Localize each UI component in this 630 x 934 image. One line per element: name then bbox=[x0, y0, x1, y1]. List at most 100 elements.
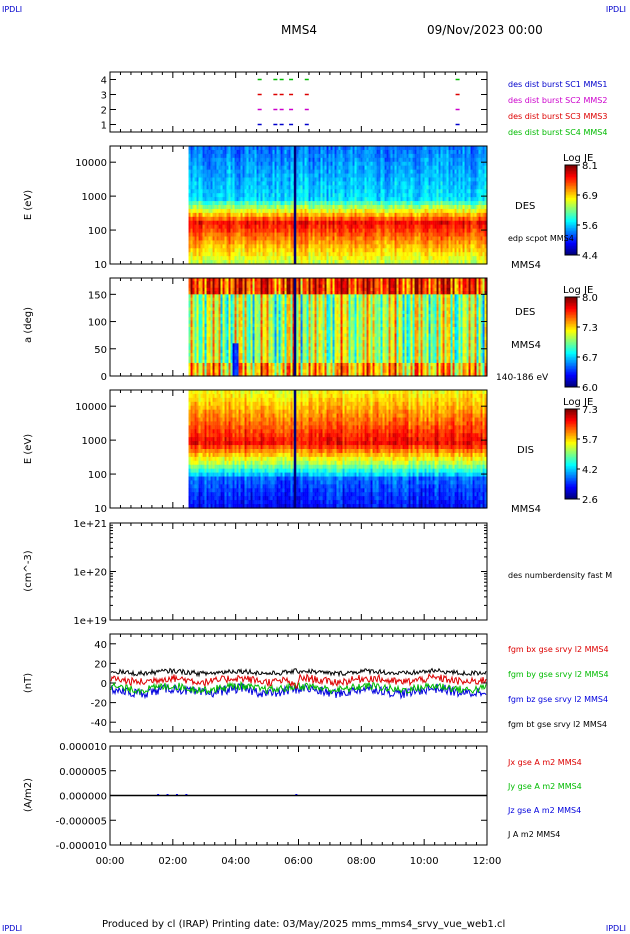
panel-label: MMS4 bbox=[511, 260, 541, 271]
heatmap-cell bbox=[372, 146, 375, 151]
heatmap-cell bbox=[416, 260, 419, 265]
heatmap-cell bbox=[242, 173, 245, 179]
heatmap-cell bbox=[452, 228, 455, 234]
heatmap-cell bbox=[372, 228, 375, 234]
heatmap-cell bbox=[268, 224, 271, 230]
heatmap-cell bbox=[470, 216, 473, 222]
heatmap-cell bbox=[322, 197, 325, 202]
heatmap-cell bbox=[434, 201, 437, 206]
heatmap-cell bbox=[202, 248, 205, 253]
heatmap-cell bbox=[218, 232, 221, 238]
heatmap-cell bbox=[342, 220, 345, 226]
heatmap-cell bbox=[296, 220, 299, 226]
heatmap-cell bbox=[334, 205, 337, 210]
heatmap-cell bbox=[410, 220, 413, 226]
heatmap-cell bbox=[376, 252, 379, 257]
heatmap-cell bbox=[188, 284, 191, 289]
heatmap-cell bbox=[292, 212, 295, 218]
heatmap-cell bbox=[254, 260, 257, 265]
heatmap-cell bbox=[424, 197, 427, 202]
heatmap-cell bbox=[298, 153, 301, 159]
heatmap-cell bbox=[420, 240, 423, 245]
heatmap-cell bbox=[288, 216, 291, 222]
heatmap-cell bbox=[292, 220, 295, 226]
heatmap-cell bbox=[386, 252, 389, 257]
heatmap-cell bbox=[396, 232, 399, 238]
heatmap-cell bbox=[398, 177, 401, 182]
heatmap-cell bbox=[260, 208, 263, 214]
heatmap-cell bbox=[242, 169, 245, 175]
heatmap-cell bbox=[424, 248, 427, 253]
heatmap-cell bbox=[406, 236, 409, 241]
heatmap-cell bbox=[230, 177, 233, 182]
heatmap-cell bbox=[368, 248, 371, 253]
heatmap-cell bbox=[358, 212, 361, 218]
heatmap-cell bbox=[290, 256, 293, 261]
heatmap-cell bbox=[200, 201, 203, 206]
heatmap-cell bbox=[276, 149, 279, 155]
heatmap-cell bbox=[444, 185, 447, 190]
heatmap-cell bbox=[320, 169, 323, 175]
heatmap-cell bbox=[306, 212, 309, 218]
heatmap-cell bbox=[400, 228, 403, 234]
heatmap-cell bbox=[422, 181, 425, 186]
heatmap-cell bbox=[368, 201, 371, 206]
heatmap-cell bbox=[470, 161, 473, 167]
heatmap-cell bbox=[388, 256, 391, 261]
heatmap-cell bbox=[372, 224, 375, 230]
heatmap-cell bbox=[472, 252, 475, 257]
heatmap-cell bbox=[236, 165, 239, 171]
heatmap-cell bbox=[366, 157, 369, 163]
heatmap-cell bbox=[192, 193, 195, 198]
heatmap-cell bbox=[270, 153, 273, 159]
heatmap-cell bbox=[212, 208, 215, 214]
heatmap-cell bbox=[298, 244, 301, 249]
heatmap-cell bbox=[410, 244, 413, 249]
heatmap-cell bbox=[426, 201, 429, 206]
heatmap-cell bbox=[428, 185, 431, 190]
heatmap-cell bbox=[448, 260, 451, 265]
heatmap-cell bbox=[226, 240, 229, 245]
heatmap-cell bbox=[456, 185, 459, 190]
heatmap-cell bbox=[346, 173, 349, 179]
heatmap-cell bbox=[282, 185, 285, 190]
heatmap-cell bbox=[244, 208, 247, 214]
heatmap-cell bbox=[196, 153, 199, 159]
heatmap-cell bbox=[274, 173, 277, 179]
heatmap-cell bbox=[378, 177, 381, 182]
heatmap-cell bbox=[316, 193, 319, 198]
heatmap-cell bbox=[230, 193, 233, 198]
heatmap-cell bbox=[470, 256, 473, 261]
heatmap-cell bbox=[270, 146, 273, 151]
heatmap-cell bbox=[218, 212, 221, 218]
heatmap-cell bbox=[328, 146, 331, 151]
heatmap-cell bbox=[196, 366, 199, 371]
heatmap-cell bbox=[298, 224, 301, 230]
heatmap-cell bbox=[238, 157, 241, 163]
legend-entry: des dist burst SC1 MMS1 bbox=[508, 80, 607, 89]
heatmap-cell bbox=[420, 216, 423, 222]
heatmap-cell bbox=[428, 232, 431, 238]
heatmap-cell bbox=[454, 240, 457, 245]
heatmap-cell bbox=[234, 149, 237, 155]
heatmap-cell bbox=[368, 220, 371, 226]
heatmap-cell bbox=[282, 177, 285, 182]
heatmap-cell bbox=[350, 236, 353, 241]
heatmap-cell bbox=[280, 244, 283, 249]
heatmap-cell bbox=[342, 185, 345, 190]
heatmap-cell bbox=[242, 201, 245, 206]
heatmap-cell bbox=[190, 173, 193, 179]
heatmap-cell bbox=[190, 310, 193, 315]
heatmap-cell bbox=[214, 228, 217, 234]
heatmap-cell bbox=[420, 260, 423, 265]
heatmap-cell bbox=[464, 236, 467, 241]
heatmap-cell bbox=[344, 153, 347, 159]
heatmap-cell bbox=[198, 232, 201, 238]
heatmap-cell bbox=[268, 220, 271, 226]
heatmap-cell bbox=[266, 248, 269, 253]
heatmap-cell bbox=[242, 189, 245, 194]
heatmap-cell bbox=[350, 185, 353, 190]
heatmap-cell bbox=[194, 336, 197, 341]
heatmap-cell bbox=[232, 157, 235, 163]
heatmap-cell bbox=[202, 201, 205, 206]
